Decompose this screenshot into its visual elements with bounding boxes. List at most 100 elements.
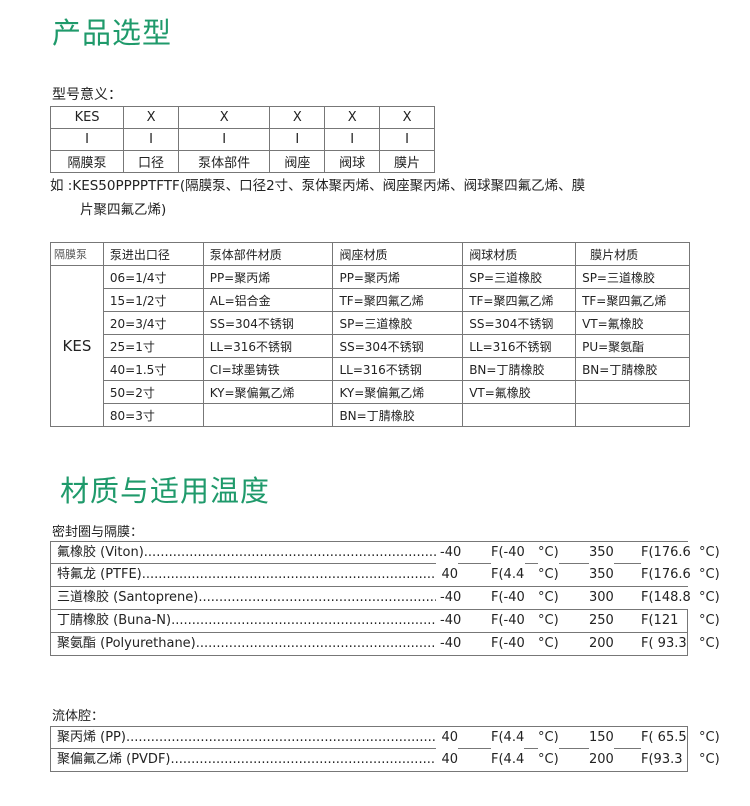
temp-maxc: F(148.8 (641, 587, 691, 609)
example-text: 如 :KES50PPPPTFTF(隔膜泵、口径2寸、泵体聚丙烯、阀座聚丙烯、阀球… (50, 178, 586, 194)
material-name: 聚丙烯 (PP) (57, 730, 126, 745)
temp-max: 200 (589, 749, 614, 771)
material-name-leader: 氟橡胶 (Viton) (57, 542, 452, 564)
temp-unit2: °C) (699, 564, 720, 586)
table-cell: TF=聚四氟乙烯 (332, 288, 464, 312)
table-cell: PP=聚丙烯 (202, 265, 334, 289)
temp-max: 350 (589, 564, 614, 586)
table-cell (575, 380, 690, 404)
example-text-cont: 片聚四氟乙烯) (80, 202, 167, 218)
model-cell: X (123, 106, 179, 129)
selection-table: 隔膜泵 泵进出口径 泵体部件材质 阀座材质 阀球材质 膜片材质 KES 06=1/4寸 PP=聚… (50, 242, 690, 427)
temperature-row: 聚偏氟乙烯 (PVDF) 40 F(4.4 °C) 200 F(93.3 °C) (50, 749, 720, 772)
temp-unit: °C) (538, 587, 559, 609)
table-cell: KY=聚偏氟乙烯 (202, 380, 334, 404)
temp-min: 40 (436, 564, 458, 586)
material-name: 三道橡胶 (Santoprene) (57, 590, 199, 605)
temp-max: 200 (589, 633, 614, 655)
temp-maxc: F(121 (641, 610, 679, 632)
table-cell: VT=氟橡胶 (575, 311, 690, 335)
temp-minc: F(-40 (491, 542, 525, 564)
temperature-row: 丁腈橡胶 (Buna-N) -40 F(-40 °C) 250 F(121 °C) (50, 610, 720, 633)
table-cell: 40=1.5寸 (102, 357, 204, 381)
temp-maxc: F(176.6 (641, 542, 691, 564)
table-cell (575, 403, 690, 427)
table-cell: SP=三道橡胶 (462, 265, 577, 289)
model-cell: 阀座 (269, 150, 326, 173)
table-row: 25=1寸 LL=316不锈钢 SS=304不锈钢 LL=316不锈钢 PU=聚氨酯 (51, 334, 690, 358)
temperature-row: 聚氨酯 (Polyurethane) -40 F(-40 °C) 200 F( 93.3 °… (50, 633, 720, 656)
temp-min: -40 (436, 633, 461, 655)
temp-unit: °C) (538, 564, 559, 586)
temperature-row: 聚丙烯 (PP) 40 F(4.4 °C) 150 F( 65.5 °C) (50, 726, 720, 749)
table-cell: 20=3/4寸 (102, 311, 204, 335)
temp-unit: °C) (538, 749, 559, 771)
table-cell: 15=1/2寸 (102, 288, 204, 312)
table-cell: LL=316不锈钢 (202, 334, 334, 358)
column-header: 膜片材质 (575, 242, 690, 266)
table-cell: CI=球墨铸铁 (202, 357, 334, 381)
material-name-leader: 聚偏氟乙烯 (PVDF) (57, 749, 452, 771)
temp-minc: F(-40 (491, 633, 525, 655)
temp-maxc: F(93.3 (641, 749, 683, 771)
table-row: 15=1/2寸 AL=铝合金 TF=聚四氟乙烯 TF=聚四氟乙烯 TF=聚四氟乙烯 (51, 288, 690, 312)
model-code-table: KES X X X X X I I I I I I 隔膜泵 口径 泵体部件 阀座 阀球 膜片 (49, 106, 435, 173)
temp-maxc: F(176.6 (641, 564, 691, 586)
table-cell: SS=304不锈钢 (462, 311, 577, 335)
temp-min: -40 (436, 610, 461, 632)
model-cell: I (123, 128, 179, 151)
temp-max: 300 (589, 587, 614, 609)
temp-unit2: °C) (699, 727, 720, 749)
temp-unit2: °C) (699, 749, 720, 771)
temp-max: 250 (589, 610, 614, 632)
table-cell: 06=1/4寸 (102, 265, 204, 289)
temp-minc: F(-40 (491, 587, 525, 609)
temp-minc: F(-40 (491, 610, 525, 632)
material-name: 聚氨酯 (Polyurethane) (57, 636, 196, 651)
header-row: 隔膜泵 泵进出口径 泵体部件材质 阀座材质 阀球材质 膜片材质 (50, 242, 690, 266)
temp-unit2: °C) (699, 587, 720, 609)
table-cell: 50=2寸 (102, 380, 204, 404)
section-title-product-selection: 产品选型 (52, 16, 173, 50)
temp-unit: °C) (538, 633, 559, 655)
column-header: 阀座材质 (332, 242, 464, 266)
temp-unit: °C) (538, 727, 559, 749)
temperature-row: 特氟龙 (PTFE) 40 F(4.4 °C) 350 F(176.6 °C) (50, 564, 720, 587)
table-row: KES 06=1/4寸 PP=聚丙烯 PP=聚丙烯 SP=三道橡胶 SP=三道橡胶 (50, 265, 690, 427)
material-name: 氟橡胶 (Viton) (57, 545, 144, 560)
material-name-leader: 三道橡胶 (Santoprene) (57, 587, 452, 609)
table-cell: BN=丁腈橡胶 (462, 357, 577, 381)
temp-unit: °C) (538, 610, 559, 632)
fluid-label: 流体腔： (52, 709, 105, 724)
model-row: KES X X X X X (49, 106, 435, 129)
temp-maxc: F( 65.5 (641, 727, 687, 749)
model-cell: KES (49, 106, 125, 129)
model-cell: I (379, 128, 435, 151)
model-cell: I (177, 128, 271, 151)
table-row: 40=1.5寸 CI=球墨铸铁 LL=316不锈钢 BN=丁腈橡胶 BN=丁腈橡胶 (51, 357, 690, 381)
model-row: 隔膜泵 口径 泵体部件 阀座 阀球 膜片 (49, 150, 435, 173)
table-cell: SP=三道橡胶 (332, 311, 464, 335)
model-cell: X (324, 106, 381, 129)
series-cell: KES (50, 265, 104, 427)
model-cell: I (324, 128, 381, 151)
temp-unit: °C) (538, 542, 559, 564)
model-cell: 口径 (123, 150, 179, 173)
model-meaning-label: 型号意义： (52, 87, 122, 103)
table-cell: VT=氟橡胶 (462, 380, 577, 404)
temp-unit2: °C) (699, 610, 720, 632)
column-header: 泵进出口径 (102, 242, 204, 266)
temp-minc: F(4.4 (491, 749, 525, 771)
table-cell: SP=三道橡胶 (575, 265, 690, 289)
table-cell: SS=304不锈钢 (202, 311, 334, 335)
temp-max: 350 (589, 542, 614, 564)
column-header: 泵体部件材质 (202, 242, 334, 266)
temp-max: 150 (589, 727, 614, 749)
material-name: 特氟龙 (PTFE) (57, 567, 142, 582)
table-row: 50=2寸 KY=聚偏氟乙烯 KY=聚偏氟乙烯 VT=氟橡胶 (51, 380, 690, 404)
temp-minc: F(4.4 (491, 727, 525, 749)
temp-unit2: °C) (699, 633, 720, 655)
table-cell: 25=1寸 (102, 334, 204, 358)
material-name-leader: 聚氨酯 (Polyurethane) (57, 633, 452, 655)
model-cell: I (269, 128, 326, 151)
